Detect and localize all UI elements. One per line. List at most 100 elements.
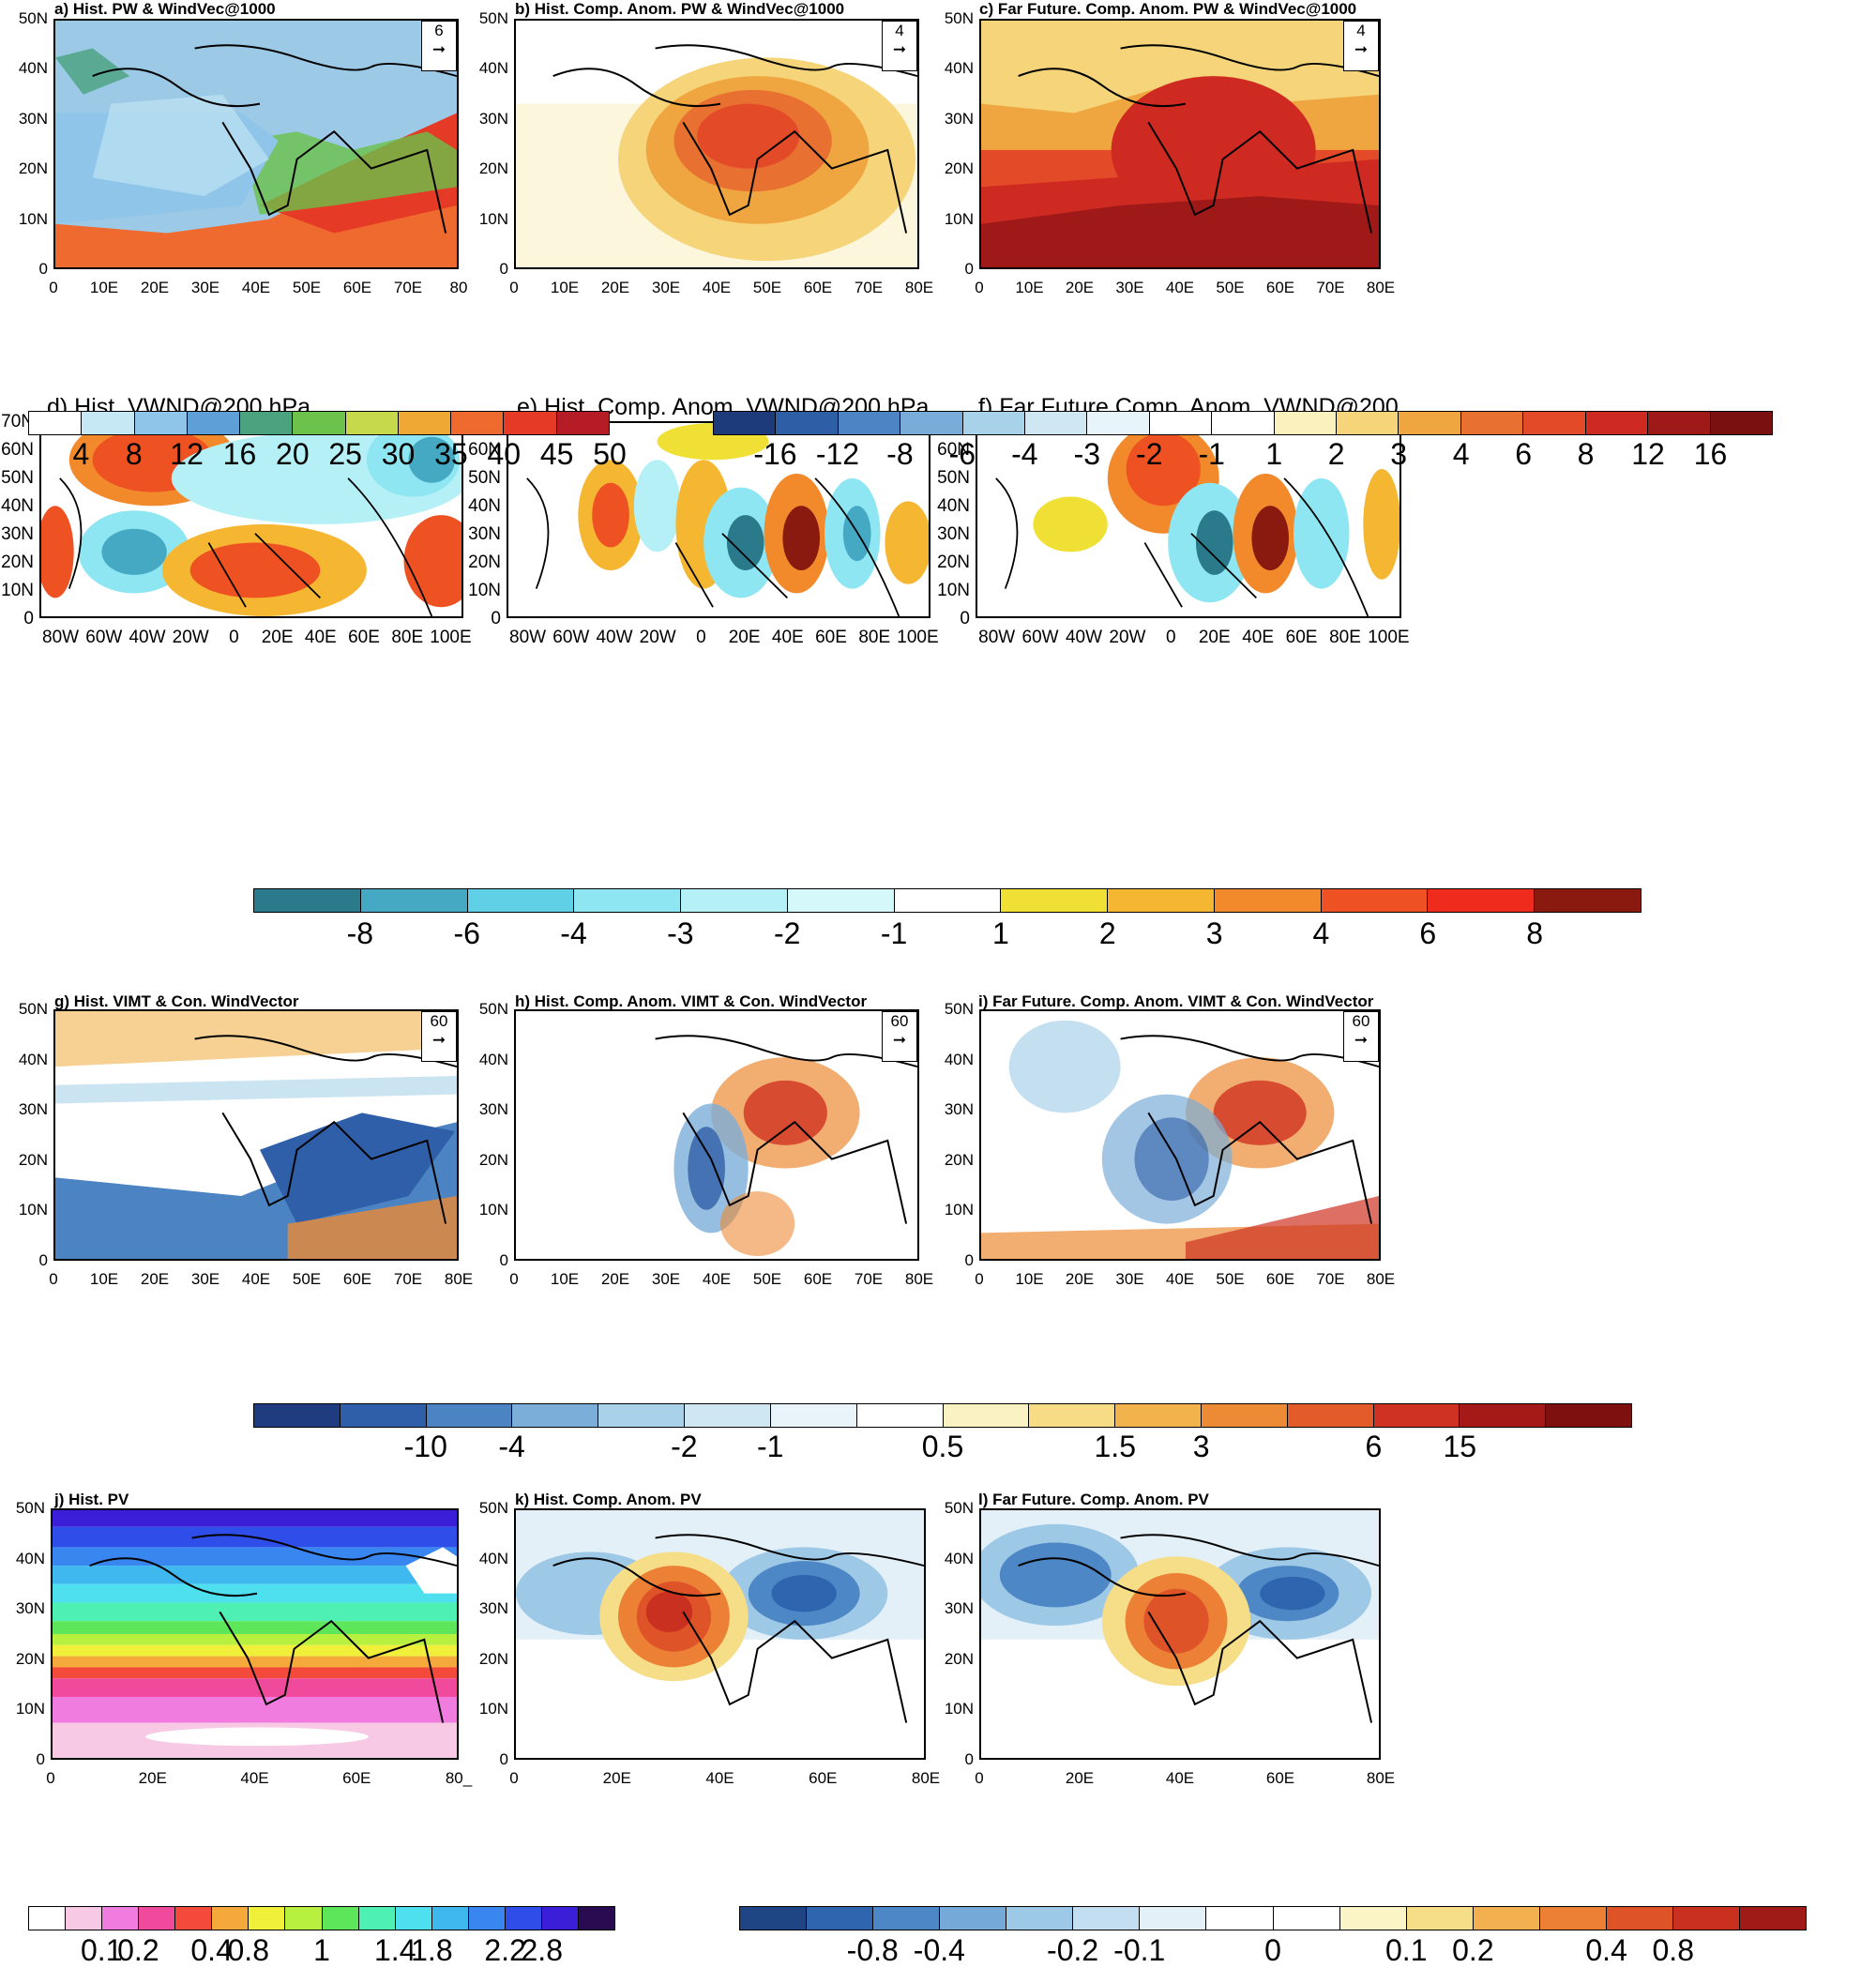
ytick-b: 30N (478, 109, 508, 128)
xtick-k: 40E (705, 1769, 734, 1787)
colorbar-swatch (1585, 412, 1649, 434)
ref-vector-a: 6 ➞ (421, 21, 457, 71)
ytick-f: 20N (937, 553, 970, 572)
xtick-h: 30E (651, 1270, 681, 1288)
colorbar-swatch (1337, 412, 1399, 434)
colorbar-label: 16 (222, 437, 257, 471)
colorbar-swatch (856, 1404, 944, 1427)
ytick-i: 30N (944, 1100, 974, 1119)
colorbar-label: -2 (671, 1430, 698, 1463)
panel-i-title: i) Far Future. Comp. Anom. VIMT & Con. W… (978, 992, 1374, 1010)
colorbar-swatch (254, 1404, 340, 1427)
colorbar-swatch (134, 412, 188, 434)
xtick-b: 70E (854, 279, 884, 296)
colorbar-label: -6 (453, 916, 480, 950)
colorbar-label: -4 (498, 1430, 525, 1463)
colorbar-label: 40 (487, 437, 522, 471)
xtick-g: 0 (49, 1270, 58, 1288)
colorbar-swatch (1428, 889, 1536, 912)
ytick-i: 20N (944, 1150, 974, 1169)
colorbar-labels-pv: 0.1 0.2 0.4 0.8 1 1.4 1.8 2.2 2.8 (28, 1933, 615, 1967)
xtick-d: 80W (42, 628, 80, 647)
xtick-f: 20E (1198, 628, 1231, 647)
colorbar-label: 0.8 (227, 1933, 269, 1967)
xtick-g: 70E (393, 1270, 423, 1288)
colorbar-label: 2.8 (521, 1933, 563, 1967)
xtick-c: 80E (1366, 279, 1396, 296)
colorbar-labels-pwanom: -16 -12 -8 -6 -4 -3 -2 -1 1 2 3 4 6 8 12 16 (713, 437, 1773, 471)
ref-vector-h: 60 ➞ (882, 1011, 917, 1062)
colorbar-swatch (29, 412, 83, 434)
colorbar-label: -4 (1011, 437, 1038, 471)
colorbar-swatch (340, 1404, 427, 1427)
ref-vector-b: 4 ➞ (882, 21, 917, 71)
xtick-f: 60E (1285, 628, 1318, 647)
ytick-l: 10N (944, 1700, 974, 1718)
ytick-e: 10N (468, 581, 501, 600)
colorbar-swatch (293, 412, 346, 434)
colorbar-swatch (1473, 1907, 1540, 1930)
panel-b-title: b) Hist. Comp. Anom. PW & WindVec@1000 (515, 0, 845, 18)
ytick-g: 10N (18, 1201, 48, 1219)
colorbar-swatch (1339, 1907, 1407, 1930)
xtick-f: 80E (1329, 628, 1361, 647)
colorbar-labels-pw: 4 8 12 16 20 25 30 35 40 45 50 (28, 437, 626, 471)
colorbar-swatch (512, 1404, 599, 1427)
colorbar-swatch (1710, 412, 1772, 434)
colorbar-swatch (1087, 412, 1150, 434)
xtick-g: 50E (292, 1270, 322, 1288)
colorbar-swatch (1214, 889, 1322, 912)
xtick-a: 80 (449, 279, 468, 296)
colorbar-label: 1 (992, 916, 1009, 950)
panel-h-map: 60 ➞ (514, 1009, 919, 1261)
ytick-a: 10N (18, 209, 48, 228)
xtick-k: 60E (809, 1769, 838, 1787)
xtick-h: 70E (854, 1270, 884, 1288)
ytick-i: 40N (944, 1050, 974, 1068)
xtick-e: 60W (552, 628, 590, 647)
xtick-j: 40E (240, 1769, 269, 1787)
xtick-j: 0 (46, 1769, 55, 1787)
colorbar-swatch (1287, 1404, 1374, 1427)
colorbar-swatch (467, 889, 575, 912)
colorbar-label: 0.2 (1452, 1933, 1494, 1967)
ytick-b: 10N (478, 209, 508, 228)
panel-i-map: 60 ➞ (979, 1009, 1381, 1261)
ytick-f: 30N (937, 524, 970, 544)
colorbar-pw (28, 411, 610, 435)
panel-c-map: 4 ➞ (979, 19, 1381, 269)
colorbar-swatch (681, 889, 788, 912)
colorbar-swatch (82, 412, 135, 434)
colorbar-swatch (1274, 412, 1338, 434)
colorbar-swatch (1025, 412, 1088, 434)
colorbar-swatch (468, 1907, 506, 1930)
colorbar-label: 1 (1265, 437, 1283, 471)
xtick-i: 80E (1366, 1270, 1396, 1288)
colorbar-pvanom (739, 1906, 1807, 1930)
ytick-e: 30N (468, 524, 501, 544)
panel-g-map: 60 ➞ (53, 1009, 459, 1261)
colorbar-labels-vimt: -10 -4 -2 -1 0.5 1.5 3 6 15 (253, 1430, 1632, 1463)
colorbar-label: 30 (381, 437, 416, 471)
ytick-l: 0 (964, 1750, 974, 1768)
colorbar-label: 1.8 (411, 1933, 453, 1967)
panel-k-map (514, 1508, 926, 1760)
colorbar-swatch (541, 1907, 579, 1930)
xtick-a: 0 (49, 279, 58, 296)
colorbar-label: -1 (1198, 437, 1225, 471)
xtick-b: 40E (702, 279, 732, 296)
ytick-d: 40N (1, 496, 34, 516)
xtick-l: 20E (1065, 1769, 1095, 1787)
panel-a-title: a) Hist. PW & WindVec@1000 (54, 0, 276, 18)
xtick-f: 20W (1109, 628, 1146, 647)
colorbar-label: -4 (560, 916, 587, 950)
ytick-b: 20N (478, 159, 508, 178)
ytick-g: 0 (38, 1251, 48, 1269)
xtick-f: 40E (1242, 628, 1275, 647)
colorbar-swatch (29, 1907, 67, 1930)
ytick-i: 10N (944, 1201, 974, 1219)
colorbar-label: 2 (1327, 437, 1345, 471)
colorbar-label: 0.4 (190, 1933, 233, 1967)
ytick-c: 30N (944, 109, 974, 128)
ytick-k: 40N (478, 1549, 508, 1567)
